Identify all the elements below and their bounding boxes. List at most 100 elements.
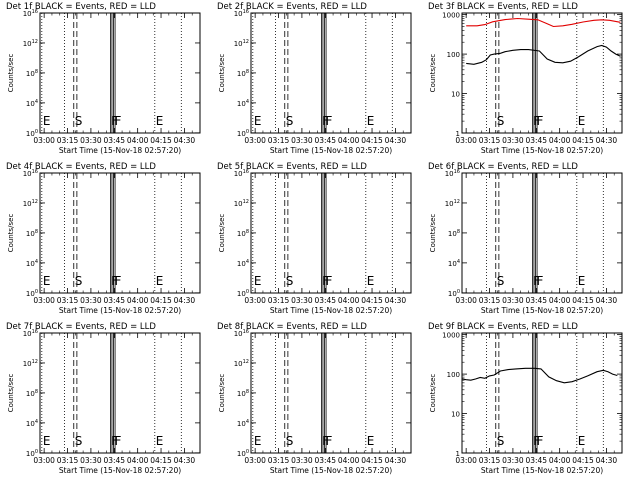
x-tick-label: 04:00 (127, 136, 149, 145)
plot-frame (250, 172, 412, 294)
x-tick-label: 03:15 (268, 296, 290, 305)
x-tick-label: 04:00 (338, 136, 360, 145)
event-label: E (254, 114, 262, 128)
y-tick-label: 1016 (23, 329, 38, 338)
event-label: F (326, 434, 333, 448)
x-tick-label: 03:30 (291, 136, 313, 145)
x-tick-label: 04:30 (385, 456, 407, 465)
event-label: S (497, 274, 505, 288)
x-tick-label: 04:30 (385, 296, 407, 305)
x-tick-label: 03:45 (525, 296, 547, 305)
event-label: E (367, 434, 375, 448)
x-axis-label: Start Time (15-Nov-18 02:57:20) (59, 146, 181, 155)
y-tick-label: 100 (237, 449, 249, 458)
x-tick-label: 03:45 (525, 136, 547, 145)
event-label: E (156, 434, 164, 448)
event-label: S (497, 114, 505, 128)
y-tick-label: 104 (26, 259, 38, 268)
events-series-line (466, 44, 621, 65)
y-tick-label: 108 (237, 389, 249, 398)
x-tick-label: 03:15 (268, 456, 290, 465)
y-tick-label: 100 (237, 129, 249, 138)
event-label: E (156, 114, 164, 128)
x-tick-label: 03:30 (80, 136, 102, 145)
x-tick-label: 04:30 (596, 136, 618, 145)
event-label: E (43, 274, 51, 288)
event-label: E (367, 114, 375, 128)
y-tick-label: 1016 (234, 9, 249, 18)
y-tick-label: 108 (26, 69, 38, 78)
x-tick-label: 04:30 (174, 296, 196, 305)
y-tick-label: 1012 (23, 39, 38, 48)
event-label: F (115, 434, 122, 448)
y-axis-label: Counts/sec (7, 54, 15, 93)
plot-frame (461, 332, 623, 454)
y-tick-label: 108 (26, 389, 38, 398)
x-tick-label: 03:00 (244, 296, 266, 305)
event-label: E (43, 434, 51, 448)
plot-frame (461, 12, 623, 134)
x-tick-label: 04:30 (596, 296, 618, 305)
y-tick-label: 100 (26, 449, 38, 458)
y-tick-label: 10 (451, 91, 460, 99)
y-tick-label: 108 (448, 229, 460, 238)
y-tick-label: 1012 (234, 359, 249, 368)
detector-panel-2: Det 2f BLACK = Events, RED = LLD 100 104 10… (217, 2, 412, 155)
detector-panel-4: Det 4f BLACK = Events, RED = LLD 100 104 10… (6, 162, 201, 315)
y-tick-label: 108 (26, 229, 38, 238)
x-tick-label: 04:15 (361, 296, 383, 305)
y-tick-label: 100 (448, 289, 460, 298)
event-label: F (537, 434, 544, 448)
event-label: S (286, 434, 294, 448)
event-label: F (537, 274, 544, 288)
event-label: S (75, 434, 83, 448)
x-axis-label: Start Time (15-Nov-18 02:57:20) (59, 466, 181, 475)
x-tick-label: 04:30 (596, 456, 618, 465)
plot-frame (39, 172, 201, 294)
y-tick-label: 100 (447, 51, 460, 59)
x-tick-label: 03:00 (244, 136, 266, 145)
x-tick-label: 03:30 (502, 136, 524, 145)
y-tick-label: 1016 (23, 169, 38, 178)
y-tick-label: 108 (237, 69, 249, 78)
y-tick-label: 108 (237, 229, 249, 238)
event-label: E (367, 274, 375, 288)
event-label: S (75, 274, 83, 288)
detector-panel-1: Det 1f BLACK = Events, RED = LLD 100 104 10… (6, 2, 201, 155)
plot-frame (461, 172, 623, 294)
panel-title: Det 9f BLACK = Events, RED = LLD (428, 322, 578, 332)
y-tick-label: 104 (448, 259, 460, 268)
x-tick-label: 04:00 (338, 456, 360, 465)
x-tick-label: 04:15 (150, 136, 172, 145)
event-label: E (156, 274, 164, 288)
y-tick-label: 104 (237, 419, 249, 428)
y-tick-label: 1012 (445, 199, 460, 208)
y-axis-label: Counts/sec (218, 214, 226, 253)
y-tick-label: 1012 (23, 359, 38, 368)
lld-series-line (466, 17, 621, 28)
panel-title: Det 5f BLACK = Events, RED = LLD (217, 162, 367, 172)
x-tick-label: 03:30 (291, 296, 313, 305)
panel-title: Det 3f BLACK = Events, RED = LLD (428, 2, 578, 12)
y-tick-label: 1 (456, 450, 460, 458)
y-tick-label: 1016 (445, 169, 460, 178)
event-label: S (286, 114, 294, 128)
x-axis-label: Start Time (15-Nov-18 02:57:20) (270, 146, 392, 155)
event-label: F (326, 114, 333, 128)
panel-title: Det 2f BLACK = Events, RED = LLD (217, 2, 367, 12)
x-tick-label: 03:45 (525, 456, 547, 465)
y-axis-label: Counts/sec (429, 54, 437, 93)
plot-frame (39, 332, 201, 454)
x-tick-label: 03:45 (103, 296, 125, 305)
x-axis-label: Start Time (15-Nov-18 02:57:20) (481, 466, 603, 475)
detector-panel-3: Det 3f BLACK = Events, RED = LLD 1 10 100 10… (428, 2, 623, 155)
event-label: F (326, 274, 333, 288)
x-tick-label: 03:00 (244, 456, 266, 465)
y-tick-label: 104 (26, 99, 38, 108)
detector-panel-7: Det 7f BLACK = Events, RED = LLD 100 104 10… (6, 322, 201, 475)
x-axis-label: Start Time (15-Nov-18 02:57:20) (481, 146, 603, 155)
panel-title: Det 1f BLACK = Events, RED = LLD (6, 2, 156, 12)
x-tick-label: 03:00 (455, 296, 477, 305)
x-tick-label: 04:00 (338, 296, 360, 305)
